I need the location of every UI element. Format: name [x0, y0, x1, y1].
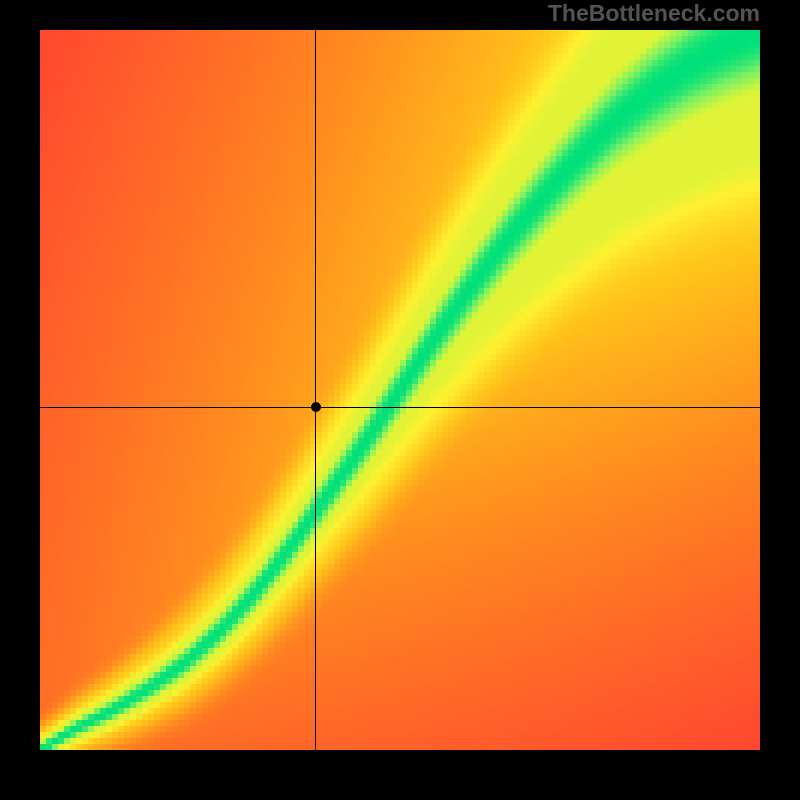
bottleneck-heatmap [40, 30, 760, 750]
watermark-text: TheBottleneck.com [548, 0, 760, 27]
figure-container: TheBottleneck.com [0, 0, 800, 800]
